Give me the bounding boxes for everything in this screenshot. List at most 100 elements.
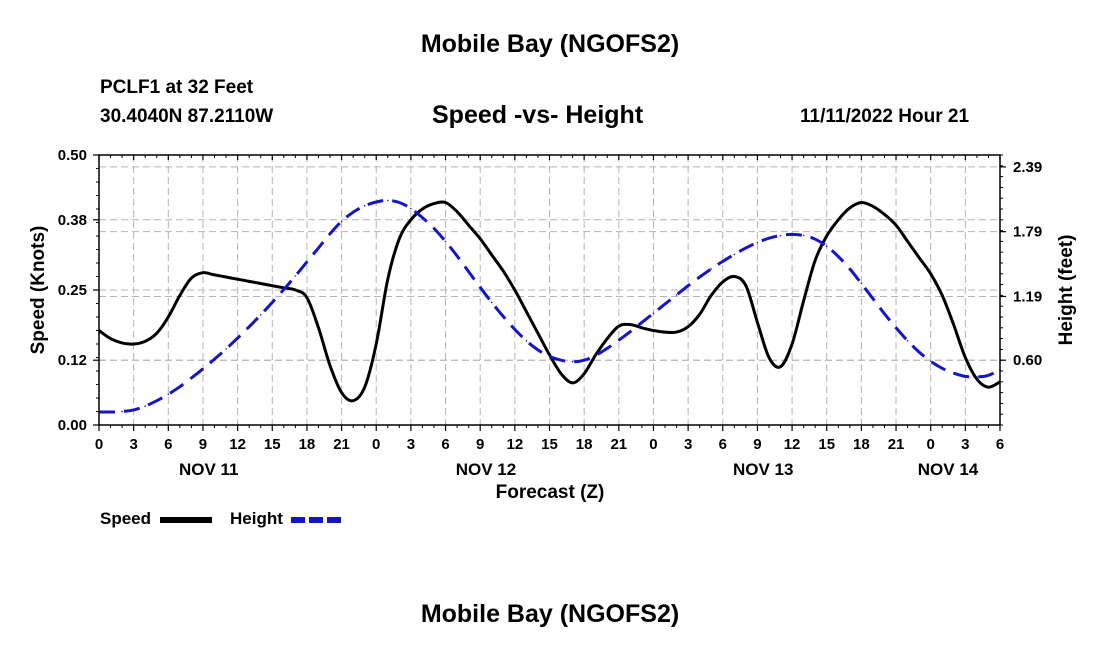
height-data-point bbox=[895, 327, 897, 329]
speed-data-point bbox=[317, 327, 320, 329]
speed-data-point bbox=[860, 201, 863, 204]
x-tick-label: 6 bbox=[441, 436, 449, 453]
height-data-point bbox=[929, 360, 932, 363]
speed-data-point bbox=[953, 324, 955, 326]
coordinates-label: 30.4040N 87.2110W bbox=[100, 106, 274, 127]
height-data-point bbox=[525, 340, 528, 342]
legend-speed-label: Speed bbox=[100, 509, 152, 528]
height-data-point bbox=[156, 399, 158, 402]
speed-data-point bbox=[583, 372, 585, 375]
speed-data-point bbox=[791, 343, 793, 345]
height-data-point bbox=[213, 358, 216, 360]
y2-tick-label: 2.39 bbox=[1013, 159, 1042, 176]
speed-data-point bbox=[802, 300, 805, 302]
speed-data-point bbox=[444, 201, 447, 204]
speed-data-point bbox=[675, 331, 678, 333]
axes: 0 3 6 9 12 15 18 21 0 3 6 9 12 15 18 21 0 3 6 9 12 15 18 21 0 3 6N… bbox=[58, 147, 1042, 479]
speed-data-point bbox=[144, 340, 146, 343]
height-data-point bbox=[202, 368, 204, 370]
height-data-point bbox=[179, 385, 181, 388]
speed-data-point bbox=[571, 382, 574, 384]
speed-data-point bbox=[387, 278, 389, 281]
height-data-point bbox=[618, 339, 620, 342]
speed-data-point bbox=[329, 364, 331, 367]
x-tick-label: 3 bbox=[129, 436, 137, 453]
repeated-chart-title: Mobile Bay (NGOFS2) bbox=[420, 600, 680, 628]
height-data-point bbox=[444, 240, 447, 243]
height-data-point bbox=[814, 238, 816, 240]
speed-data-point bbox=[410, 219, 412, 221]
speed-data-point bbox=[202, 271, 204, 274]
speed-data-point bbox=[964, 356, 967, 359]
x-tick-label: 9 bbox=[753, 436, 761, 453]
height-data-point bbox=[363, 205, 366, 207]
height-data-point bbox=[941, 367, 943, 370]
speed-data-point bbox=[433, 202, 435, 205]
speed-data-point bbox=[467, 224, 470, 226]
x-axis-title: Forecast (Z) bbox=[495, 482, 605, 503]
x-tick-label: 3 bbox=[407, 436, 415, 453]
speed-data-point bbox=[641, 327, 643, 329]
speed-data-point bbox=[179, 294, 181, 297]
x-tick-label: 21 bbox=[333, 436, 350, 453]
speed-data-point bbox=[375, 343, 378, 345]
height-data-point bbox=[606, 347, 609, 350]
legend-height-label: Height bbox=[230, 509, 283, 528]
speed-data-point bbox=[514, 289, 516, 291]
speed-data-point bbox=[652, 329, 655, 332]
height-data-point bbox=[352, 211, 354, 213]
height-data-point bbox=[953, 372, 955, 375]
speed-data-point bbox=[895, 224, 897, 226]
speed-data-point bbox=[698, 313, 701, 316]
x-tick-label: 6 bbox=[164, 436, 172, 453]
height-data-point bbox=[502, 315, 505, 318]
x-tick-label: 0 bbox=[649, 436, 657, 453]
x-tick-label: 0 bbox=[372, 436, 380, 453]
height-data-point bbox=[571, 361, 574, 363]
height-data-point bbox=[629, 330, 632, 333]
speed-data-point bbox=[745, 284, 747, 287]
speed-data-point bbox=[987, 386, 990, 389]
height-data-point bbox=[872, 297, 874, 300]
speed-data-point bbox=[271, 284, 274, 287]
speed-data-point bbox=[213, 274, 216, 276]
x-tick-label: 3 bbox=[684, 436, 692, 453]
speed-data-point bbox=[190, 277, 193, 279]
height-data-point bbox=[329, 233, 331, 235]
x-tick-label: 18 bbox=[576, 436, 593, 453]
height-data-point bbox=[964, 375, 967, 378]
speed-data-point bbox=[109, 337, 112, 340]
height-data-point bbox=[306, 261, 308, 263]
height-data-point bbox=[283, 288, 285, 291]
series-layer bbox=[98, 198, 1001, 414]
height-data-point bbox=[583, 359, 585, 362]
height-data-point bbox=[514, 328, 516, 331]
height-data-point bbox=[433, 227, 435, 230]
speed-data-point bbox=[121, 342, 123, 344]
height-data-point bbox=[756, 241, 759, 244]
height-data-point bbox=[837, 255, 840, 258]
speed-data-point bbox=[779, 365, 782, 368]
height-data-point bbox=[387, 199, 389, 202]
speed-data-point bbox=[618, 325, 620, 328]
height-data-point bbox=[121, 410, 123, 413]
speed-data-point bbox=[733, 275, 736, 278]
x-tick-label: 9 bbox=[476, 436, 484, 453]
date-label: NOV 14 bbox=[918, 460, 979, 479]
y-axis-title: Speed (Knots) bbox=[28, 226, 49, 355]
x-tick-label: 0 bbox=[927, 436, 935, 453]
height-data-point bbox=[860, 282, 863, 285]
y2-tick-label: 1.79 bbox=[1013, 224, 1042, 241]
speed-data-point bbox=[906, 240, 909, 243]
height-data-point bbox=[375, 201, 378, 203]
height-data-point bbox=[236, 337, 239, 339]
height-data-point bbox=[537, 349, 539, 351]
speed-data-point bbox=[294, 289, 297, 291]
date-label: NOV 12 bbox=[456, 460, 516, 479]
height-data-point bbox=[987, 374, 990, 377]
height-data-point bbox=[675, 294, 678, 296]
speed-data-point bbox=[398, 237, 401, 240]
speed-data-point bbox=[502, 270, 505, 272]
height-data-point bbox=[976, 376, 978, 378]
speed-data-point bbox=[837, 219, 840, 221]
